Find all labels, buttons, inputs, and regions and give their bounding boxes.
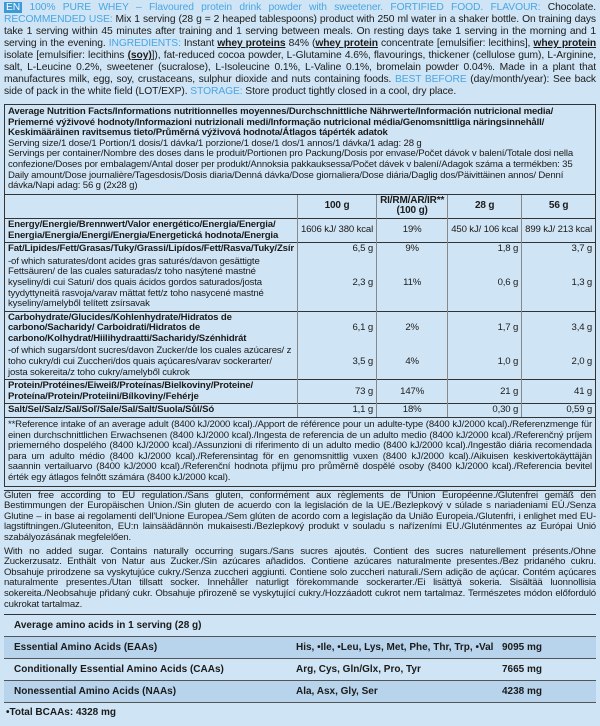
- nutrient-value: 2,0 g: [521, 345, 596, 380]
- nutrient-label: -of which sugars/dont sucres/davon Zucke…: [8, 345, 292, 378]
- intro-emphasis: whey proteins: [217, 38, 286, 49]
- amino-title: Average amino acids in 1 serving (28 g): [4, 615, 596, 638]
- amino-group: Essential Amino Acids (EAAs): [14, 642, 158, 654]
- servings: Servings per container/Nombre des doses …: [8, 148, 574, 170]
- nutrient-value: 0,59 g: [521, 403, 596, 418]
- nutrient-value: 1,8 g: [447, 242, 522, 256]
- column-header-row: 100 g RI/RM/AR/IR** (100 g) 28 g 56 g: [5, 194, 596, 219]
- nutrient-value: 147%: [376, 379, 448, 404]
- nutrient-value: 1,1 g: [296, 403, 377, 418]
- language-badge: EN: [4, 2, 23, 13]
- nutrient-value: 9%: [376, 242, 448, 256]
- sugar-note: With no added sugar. Contains naturally …: [4, 545, 596, 610]
- nutrition-row: -of which saturates/dont acides gras sat…: [5, 255, 596, 312]
- intro-label: RECOMMENDED USE:: [4, 14, 113, 25]
- nutrient-value: 21 g: [447, 379, 522, 404]
- amino-amount: 9095 mg: [502, 642, 543, 654]
- nutrition-row: -of which sugars/dont sucres/davon Zucke…: [5, 345, 596, 380]
- amino-section: Average amino acids in 1 serving (28 g) …: [4, 614, 596, 722]
- gluten-note: Gluten free according to EU regulation./…: [4, 489, 596, 543]
- nutrient-value: 0,6 g: [447, 255, 522, 312]
- amino-list: His, •Ile, •Leu, Lys, Met, Phe, Thr, Trp…: [296, 642, 494, 654]
- intro-text: 100% PURE WHEY – Flavoured protein drink…: [29, 2, 541, 13]
- nutrient-value: 2%: [376, 310, 448, 346]
- intro-label: STORAGE:: [190, 86, 243, 97]
- amino-row: Nonessential Amino Acids (NAAs) Ala, Asx,…: [4, 681, 596, 704]
- intro-text: (day/month/year): See back side of pack …: [4, 74, 596, 97]
- nutrient-value: 1,0 g: [447, 345, 522, 380]
- nutrient-value: 41 g: [521, 379, 596, 404]
- amino-amount: 4238 mg: [502, 686, 543, 698]
- nutrient-value: 1606 kJ/ 380 kcal: [296, 217, 377, 243]
- intro-text: Mix 1 serving (28 g = 2 heaped tablespoo…: [4, 14, 596, 49]
- column-header: 56 g: [521, 194, 596, 219]
- nutrient-label: Salt/Sel/Salz/Sal/Soľ/Sale/Sal/Salt/Suol…: [5, 403, 298, 418]
- nutrient-value: 3,4 g: [521, 310, 596, 346]
- nutrient-value: 2,3 g: [296, 255, 377, 312]
- nutrient-value: 3,5 g: [296, 345, 377, 380]
- nutrient-label: Carbohydrate/Glucides/Kohlenhydrate/Hidr…: [5, 310, 298, 346]
- nutrition-body: 100 g RI/RM/AR/IR** (100 g) 28 g 56 g Energy…: [5, 194, 596, 418]
- amino-group: Nonessential Amino Acids (NAAs): [14, 686, 177, 698]
- intro-text: concentrate [emulsifier: lecithins],: [381, 38, 531, 49]
- intro-label: BEST BEFORE: [394, 74, 467, 85]
- nutrient-value: 73 g: [296, 379, 377, 404]
- nutrition-head: Average Nutrition Facts/Informations nut…: [5, 105, 595, 195]
- nutrient-value: 4%: [376, 345, 448, 380]
- nutrient-value: 899 kJ/ 213 kcal: [521, 217, 596, 243]
- column-header: 100 g: [296, 194, 377, 219]
- intro-text: Chocolate.: [547, 2, 597, 13]
- nutrient-value: 6,5 g: [296, 242, 377, 256]
- intro-text: isolate [emulsifier: lecithins: [4, 50, 125, 61]
- nutrition-row: Energy/Energie/Brennwert/Valor energétic…: [5, 217, 596, 243]
- column-header: 28 g: [447, 194, 522, 219]
- nutrition-row: Salt/Sel/Salz/Sal/Soľ/Sale/Sal/Salt/Suol…: [5, 403, 596, 418]
- amino-list: Ala, Asx, Gly, Ser: [296, 686, 378, 698]
- nutrition-title: Average Nutrition Facts/Informations nut…: [8, 106, 554, 139]
- intro-emphasis: whey protein: [315, 38, 378, 49]
- nutrient-label: Energy/Energie/Brennwert/Valor energétic…: [5, 217, 298, 243]
- nutrient-value: 1,3 g: [521, 255, 596, 312]
- nutrition-row: Carbohydrate/Glucides/Kohlenhydrate/Hidr…: [5, 310, 596, 346]
- nutrient-value: 6,1 g: [296, 310, 377, 346]
- intro-text: ]), fat-reduced cocoa powder, L-Glutamin…: [4, 50, 597, 85]
- nutrition-row: Fat/Lipides/Fett/Grasas/Tuky/Grassi/Lipí…: [5, 242, 596, 256]
- nutrient-label: -of which saturates/dont acides gras sat…: [8, 255, 264, 310]
- nutrient-label: Protein/Protéines/Eiweiß/Proteínas/Bielk…: [5, 379, 298, 404]
- nutrition-box: Average Nutrition Facts/Informations nut…: [4, 104, 596, 487]
- column-header: RI/RM/AR/IR** (100 g): [376, 194, 448, 219]
- notes: Gluten free according to EU regulation./…: [4, 489, 596, 611]
- intro: EN 100% PURE WHEY – Flavoured protein dr…: [0, 0, 600, 98]
- amino-amount: 7665 mg: [502, 664, 543, 676]
- intro-emphasis: (soy): [127, 50, 152, 61]
- nutrition-row: Protein/Protéines/Eiweiß/Proteínas/Bielk…: [5, 379, 596, 404]
- nutrient-value: 3,7 g: [521, 242, 596, 256]
- intro-emphasis: whey protein: [533, 38, 597, 49]
- amino-row: Essential Amino Acids (EAAs) His, •Ile, •…: [4, 637, 596, 660]
- nutrient-value: 18%: [376, 403, 448, 418]
- nutrient-label: Fat/Lipides/Fett/Grasas/Tuky/Grassi/Lipí…: [5, 242, 298, 256]
- nutrient-value: 0,30 g: [447, 403, 522, 418]
- daily-amount: Daily amount/Dose journalière/Tagesdosis…: [8, 169, 564, 192]
- nutrition-table: 100 g RI/RM/AR/IR** (100 g) 28 g 56 g Energy…: [5, 194, 596, 418]
- footnote: **Reference intake of an average adult (…: [5, 417, 595, 486]
- amino-group: Conditionally Essential Amino Acids (CAA…: [14, 664, 224, 676]
- amino-row: Conditionally Essential Amino Acids (CAA…: [4, 659, 596, 682]
- nutrient-value: 11%: [376, 255, 448, 312]
- nutrient-value: 450 kJ/ 106 kcal: [447, 217, 522, 243]
- intro-text: Store product tightly closed in a cool, …: [245, 86, 457, 97]
- serving-size: Serving size/1 dose/1 Portion/1 dosis/1 …: [8, 137, 422, 149]
- amino-list: Arg, Cys, Gln/Glx, Pro, Tyr: [296, 664, 421, 676]
- amino-rows: Essential Amino Acids (EAAs) His, •Ile, •…: [4, 637, 596, 704]
- intro-text: Instant: [183, 38, 215, 49]
- intro-text: 84% (: [288, 38, 316, 49]
- column-header: [5, 195, 297, 219]
- intro-label: INGREDIENTS:: [108, 38, 181, 49]
- nutrient-value: 19%: [376, 217, 448, 243]
- amino-total: •Total BCAAs: 4328 mg: [6, 707, 117, 719]
- nutrient-value: 1,7 g: [447, 310, 522, 346]
